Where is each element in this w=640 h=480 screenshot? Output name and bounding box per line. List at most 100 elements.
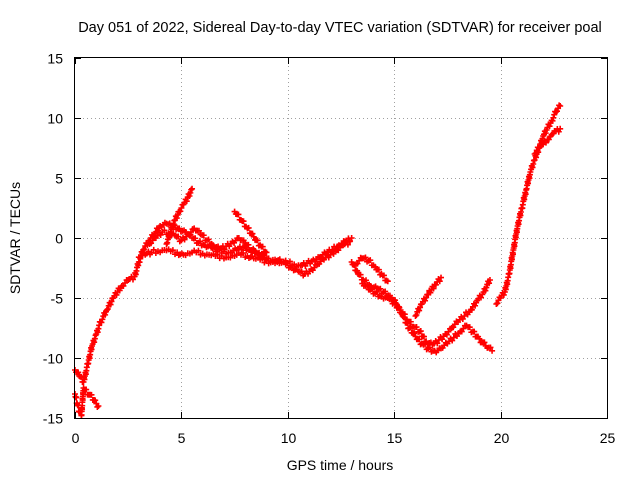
data-point-track-4 [183,198,190,205]
data-point-track-7 [413,324,420,331]
data-point-track-7 [483,284,490,291]
data-point-track-5 [240,218,247,225]
data-point-track-2 [214,251,221,258]
data-point-track-8 [367,257,374,264]
data-point-track-10 [557,103,564,109]
data-point-track-5 [259,243,266,250]
data-point-track-7 [468,306,475,313]
data-point-track-12 [88,391,95,398]
data-point-track-5 [235,211,242,218]
data-point-track-7 [368,286,375,293]
y-tick-label: 5 [55,171,63,187]
data-point-track-11 [557,125,564,132]
data-point-track-4 [188,186,195,193]
data-points [72,102,564,419]
data-point-track-3 [240,237,247,244]
data-point-track-10 [546,123,553,130]
data-point-track-10 [553,108,560,115]
data-point-track-6 [377,285,384,292]
x-tick-labels: 0 5 10 15 20 25 [72,430,616,446]
data-point-track-9 [423,294,430,301]
data-point-track-9 [438,274,445,281]
data-point-track-5 [263,249,270,256]
data-point-track-9 [427,289,434,296]
data-point-track-12 [92,397,99,404]
data-point-track-1 [116,287,123,294]
chart-title: Day 051 of 2022, Sidereal Day-to-day VTE… [78,20,602,36]
data-point-track-2 [284,260,291,267]
data-point-track-6 [354,267,361,274]
data-point-track-1 [107,301,114,308]
y-tick-label: -10 [43,351,63,367]
data-point-track-6 [411,330,418,337]
data-point-track-8 [380,272,387,279]
data-point-track-7 [397,307,404,313]
x-tick-label: 0 [72,430,80,446]
data-point-track-9 [430,285,437,292]
x-tick-label: 5 [178,430,186,446]
data-point-track-7 [461,313,468,319]
data-point-track-9 [417,304,424,311]
data-point-track-7 [392,299,399,306]
data-point-track-7 [364,282,371,289]
data-point-track-5 [250,233,257,240]
data-point-track-5 [249,230,256,237]
data-point-track-1 [176,225,183,232]
data-point-track-10 [500,291,507,298]
data-point-track-7 [373,288,380,295]
data-point-track-12 [83,386,90,393]
x-tick-label: 10 [281,430,297,446]
data-point-track-9 [436,278,443,285]
data-point-track-10 [494,300,501,307]
data-point-track-10 [550,114,557,121]
data-point-track-1 [102,311,109,318]
data-point-track-8 [375,266,382,273]
data-point-track-8 [384,278,391,285]
data-point-track-2 [169,247,176,254]
data-point-track-2 [150,246,157,253]
data-point-track-7 [478,294,485,301]
data-point-track-7 [472,302,479,309]
y-tick-label: 0 [55,231,63,247]
data-point-track-2 [240,250,247,257]
data-point-track-3 [261,254,268,261]
data-point-track-4 [186,193,193,199]
data-point-track-2 [344,241,351,248]
x-tick-label: 20 [494,430,510,446]
data-point-track-11 [545,136,552,143]
data-point-track-3 [175,233,182,240]
data-point-track-10 [542,130,549,137]
data-point-track-7 [401,311,408,318]
data-point-track-1 [197,238,204,245]
data-point-track-7 [486,277,493,283]
data-point-track-2 [195,247,202,254]
data-point-track-5 [254,237,261,244]
data-point-track-6 [363,277,370,284]
data-point-track-7 [482,287,489,294]
x-axis-label: GPS time / hours [287,457,394,473]
data-point-track-7 [407,318,414,325]
data-point-track-6 [481,339,488,346]
data-point-track-1 [108,298,115,305]
y-tick-label: 10 [47,111,63,127]
data-point-track-2 [327,251,334,258]
data-point-track-6 [487,344,494,351]
data-point-track-10 [549,117,556,124]
data-point-track-4 [189,185,196,192]
data-point-track-5 [245,224,252,231]
y-axis-label: SDTVAR / TECUs [7,182,23,294]
data-point-track-6 [357,271,364,278]
data-point-track-9 [416,307,423,314]
plot-frame [74,57,608,419]
y-tick-label: -5 [51,291,64,307]
data-point-track-4 [178,205,185,211]
data-point-track-6 [471,328,478,335]
data-point-track-9 [413,312,420,319]
data-point-track-12 [94,403,101,410]
x-tick-label: 25 [600,430,616,446]
y-tick-label: -15 [43,411,63,427]
data-point-track-1 [99,316,106,323]
y-tick-label: 15 [47,51,63,67]
